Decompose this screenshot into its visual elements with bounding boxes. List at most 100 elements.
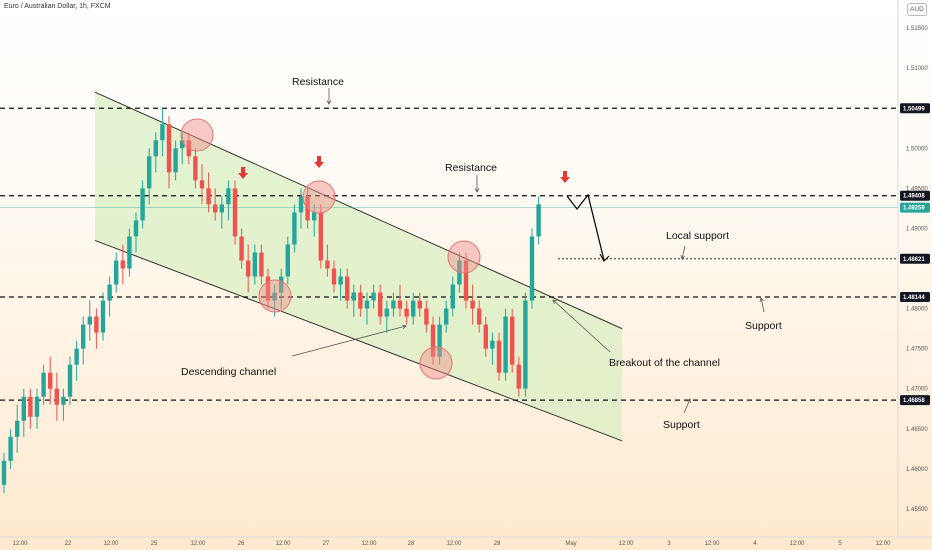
candle <box>21 388 26 437</box>
support-mid-label: Support <box>745 320 782 332</box>
candle <box>345 268 350 309</box>
candle <box>147 148 152 205</box>
candle <box>180 132 185 165</box>
x-tick-label: 12:00 <box>704 541 720 547</box>
candle <box>378 284 383 325</box>
pointer-resistance-top-head <box>326 100 332 105</box>
candle <box>397 284 403 317</box>
x-tick-label: 12:00 <box>103 541 119 547</box>
candle-body <box>510 316 515 365</box>
highlight-circle <box>447 240 481 274</box>
candle <box>510 308 515 373</box>
candle-body <box>28 396 33 417</box>
candle-body <box>503 316 508 373</box>
down-arrow-icon <box>314 156 324 168</box>
level-tag: 1.50499 <box>903 106 925 112</box>
candle-body <box>417 300 422 309</box>
down-arrow-icon <box>560 171 570 183</box>
candle-body <box>74 348 79 365</box>
candle <box>133 212 139 253</box>
candle <box>384 300 389 333</box>
x-tick-label: May <box>565 541 576 547</box>
candle-body <box>378 292 383 317</box>
candle <box>450 276 455 317</box>
candle-body <box>430 324 436 357</box>
x-tick-label: 25 <box>151 541 158 547</box>
level-tag: 1.48621 <box>903 257 925 263</box>
candle-body <box>424 308 429 325</box>
level-tag-bg <box>900 103 930 114</box>
candle <box>153 132 158 173</box>
y-tick-label: 1.45500 <box>906 507 928 513</box>
candle-body <box>21 396 26 421</box>
candle-body <box>463 260 469 301</box>
level-tag-bg <box>900 395 930 406</box>
candle-body <box>173 148 178 173</box>
candle <box>48 356 53 405</box>
level-tag: 1.48144 <box>903 295 925 301</box>
y-tick-label: 1.47000 <box>906 387 928 393</box>
x-tick-label: 29 <box>494 541 501 547</box>
candle <box>279 268 284 309</box>
candle <box>292 204 297 253</box>
candle-body <box>338 276 343 285</box>
candle-body <box>54 388 59 405</box>
down-arrow-icon <box>238 167 248 179</box>
candle <box>173 140 178 181</box>
candle-body <box>450 284 455 309</box>
candle <box>140 180 145 229</box>
y-tick-label: 1.46000 <box>906 467 928 473</box>
x-tick-label: 12:00 <box>190 541 206 547</box>
currency-badge[interactable]: AUD <box>907 3 927 16</box>
candle-body <box>345 276 350 301</box>
x-tick-label: 3 <box>667 541 671 547</box>
candle <box>127 228 132 277</box>
candle-body <box>364 300 370 309</box>
highlight-circle <box>302 180 336 214</box>
candle <box>160 108 165 157</box>
candle <box>351 284 356 317</box>
y-tick-label: 1.47500 <box>906 347 928 353</box>
candle <box>503 308 508 381</box>
candle <box>81 316 86 365</box>
level-tag: 1.49408 <box>903 194 925 200</box>
x-tick-label: 12:00 <box>789 541 805 547</box>
candle <box>358 284 363 317</box>
candle <box>318 204 323 269</box>
local-support-label: Local support <box>666 230 730 242</box>
candle <box>417 292 422 317</box>
candle-body <box>246 260 251 277</box>
candle <box>67 356 73 405</box>
candle-body <box>371 292 376 301</box>
candle-body <box>140 188 145 221</box>
candle-body <box>318 212 323 261</box>
candle <box>54 372 59 421</box>
highlight-circle <box>419 346 453 380</box>
x-tick-label: 12:00 <box>361 541 377 547</box>
candle-body <box>292 212 297 245</box>
candle-body <box>516 364 521 389</box>
candle <box>1 452 7 493</box>
descending-channel-label: Descending channel <box>181 366 277 378</box>
pointer-local-support <box>681 245 686 260</box>
resistance-top-label: Resistance <box>292 76 344 88</box>
candle-body <box>397 300 403 309</box>
candle <box>193 148 198 189</box>
candle-body <box>153 140 158 157</box>
candle-body <box>15 420 20 437</box>
x-tick-label: 26 <box>238 541 245 547</box>
candle-body <box>100 300 106 333</box>
candle <box>259 244 264 285</box>
candle-body <box>536 204 541 237</box>
candle <box>41 364 46 405</box>
highlight-circle <box>180 118 214 152</box>
breakout-label: Breakout of the channel <box>609 357 720 369</box>
x-tick-label: 27 <box>323 541 330 547</box>
candle-body <box>41 372 46 397</box>
candle-body <box>285 244 290 277</box>
candle-body <box>259 252 264 277</box>
current-price-tag-bg <box>900 202 930 213</box>
candle-body <box>239 236 244 261</box>
candle-body <box>147 156 152 189</box>
